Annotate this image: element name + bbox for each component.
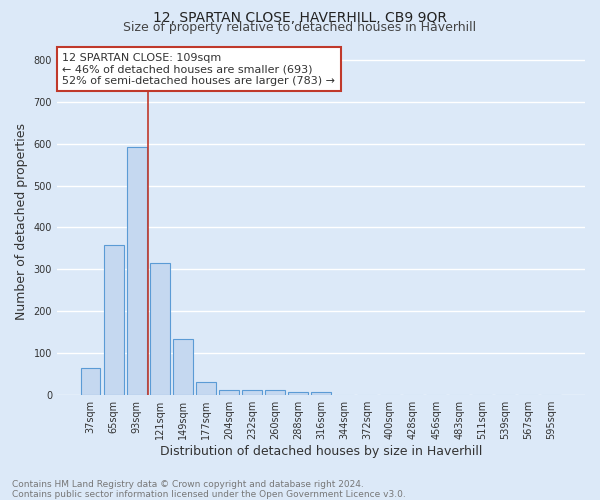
Text: Size of property relative to detached houses in Haverhill: Size of property relative to detached ho… xyxy=(124,21,476,34)
Text: 12, SPARTAN CLOSE, HAVERHILL, CB9 9QR: 12, SPARTAN CLOSE, HAVERHILL, CB9 9QR xyxy=(153,11,447,25)
Bar xyxy=(173,339,193,394)
Bar xyxy=(127,146,146,394)
Bar xyxy=(150,263,170,394)
Bar xyxy=(288,392,308,394)
Bar xyxy=(196,382,215,394)
Text: Contains HM Land Registry data © Crown copyright and database right 2024.
Contai: Contains HM Land Registry data © Crown c… xyxy=(12,480,406,499)
Bar xyxy=(219,390,239,394)
Y-axis label: Number of detached properties: Number of detached properties xyxy=(15,122,28,320)
Bar xyxy=(81,368,100,394)
Bar xyxy=(265,390,284,394)
Text: 12 SPARTAN CLOSE: 109sqm
← 46% of detached houses are smaller (693)
52% of semi-: 12 SPARTAN CLOSE: 109sqm ← 46% of detach… xyxy=(62,52,335,86)
X-axis label: Distribution of detached houses by size in Haverhill: Distribution of detached houses by size … xyxy=(160,444,482,458)
Bar xyxy=(104,246,124,394)
Bar xyxy=(311,392,331,394)
Bar xyxy=(242,390,262,394)
